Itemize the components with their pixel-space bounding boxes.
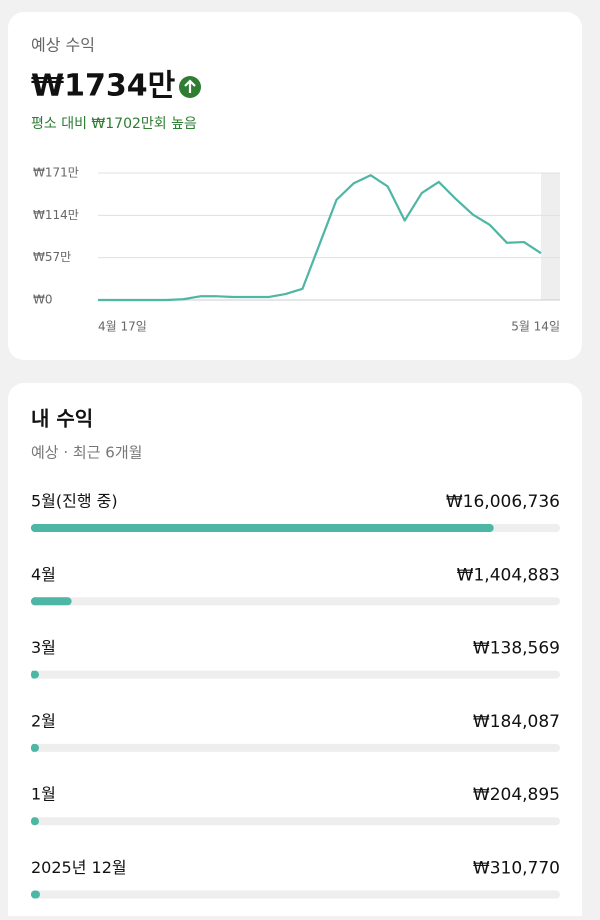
row-amount: ₩1,404,883 [457, 565, 560, 585]
row-label: 2월 [31, 711, 56, 730]
row-amount: ₩184,087 [473, 712, 560, 732]
earnings-title: 내 수익 [31, 407, 93, 431]
line [98, 174, 542, 302]
forecast-amount: ₩1734만 [31, 69, 176, 104]
row-amount: ₩204,895 [473, 785, 560, 805]
up-icon [179, 76, 201, 98]
y-tick-label: ₩0 [33, 293, 53, 307]
forecast-comparison: 평소 대비 ₩1702만회 높음 [31, 116, 197, 132]
bar [31, 817, 37, 826]
bar-track [31, 817, 560, 826]
bar-track [31, 743, 560, 752]
earnings-card [8, 383, 582, 920]
bar [31, 743, 37, 752]
y-tick-label: ₩114만 [33, 208, 79, 222]
today-shade [541, 173, 560, 300]
bar-track [31, 890, 560, 899]
y-tick-label: ₩171만 [33, 166, 79, 180]
bar [31, 524, 494, 532]
bar [31, 670, 36, 679]
x-tick-label: 4월 17일 [98, 320, 147, 334]
row-label: 3월 [31, 638, 56, 657]
row-label: 1월 [31, 785, 56, 804]
row-amount: ₩310,770 [473, 859, 560, 879]
row-label: 2025년 12월 [31, 858, 127, 877]
row-label: 5월(진행 중) [31, 492, 118, 511]
bar [31, 890, 40, 899]
bar [31, 597, 72, 606]
bar-track [31, 670, 560, 679]
forecast-label: 예상 수익 [31, 36, 95, 55]
forecast-card [8, 12, 582, 360]
y-tick-label: ₩57만 [33, 250, 71, 264]
earnings-subtitle: 예상 · 최근 6개월 [31, 444, 142, 462]
bar-track [31, 597, 560, 606]
row-label: 4월 [31, 565, 56, 584]
x-tick-label: 5월 14일 [511, 320, 560, 334]
row-amount: ₩138,569 [473, 639, 560, 659]
row-amount: ₩16,006,736 [446, 492, 560, 512]
